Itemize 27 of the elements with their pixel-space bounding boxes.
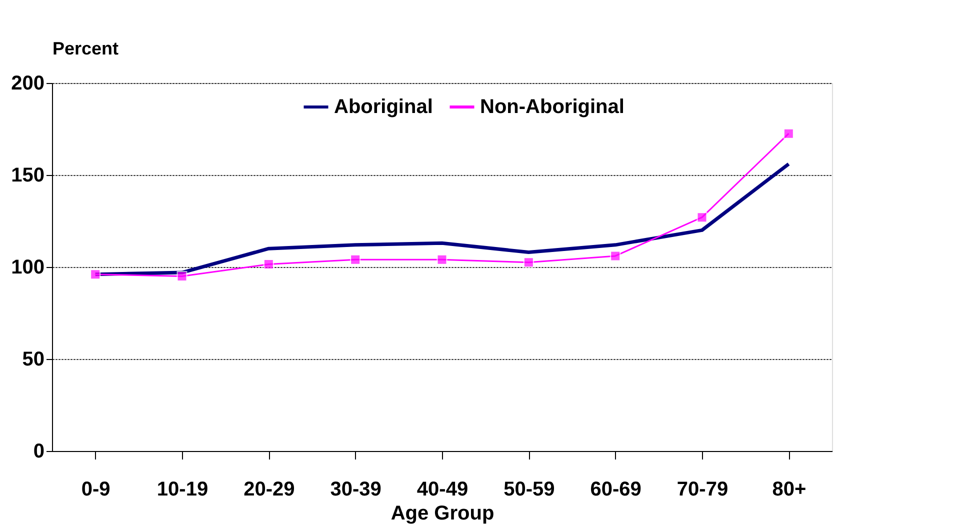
point	[350, 254, 361, 265]
y-tick-label: 200	[11, 72, 44, 94]
point	[90, 269, 101, 280]
x-tick-label: 40-49	[416, 478, 468, 500]
y-tick-label: 150	[11, 164, 44, 186]
x-tick-label: 60-69	[590, 478, 642, 500]
point	[176, 270, 188, 282]
point	[263, 258, 274, 270]
legend-label: Aboriginal	[334, 96, 433, 118]
point	[523, 257, 534, 268]
point	[436, 254, 448, 265]
x-tick-label: 80+	[772, 478, 806, 500]
x-tick-label: 20-29	[244, 478, 295, 500]
point	[610, 250, 621, 262]
y-axis-title: Percent	[52, 38, 119, 58]
point	[783, 128, 794, 139]
x-tick-label: 50-59	[504, 478, 555, 500]
x-tick-label: 10-19	[156, 478, 208, 500]
x-tick-label: 70-79	[676, 478, 728, 500]
legend-label: Non-Aboriginal	[480, 96, 624, 118]
x-tick-label: 0-9	[81, 478, 110, 500]
x-axis-title: Age Group	[390, 502, 494, 524]
y-tick-label: 50	[22, 348, 44, 370]
y-tick-label: 0	[33, 440, 44, 462]
x-tick-label: 30-39	[330, 478, 382, 500]
y-tick-label: 100	[11, 256, 44, 278]
point	[696, 212, 708, 223]
